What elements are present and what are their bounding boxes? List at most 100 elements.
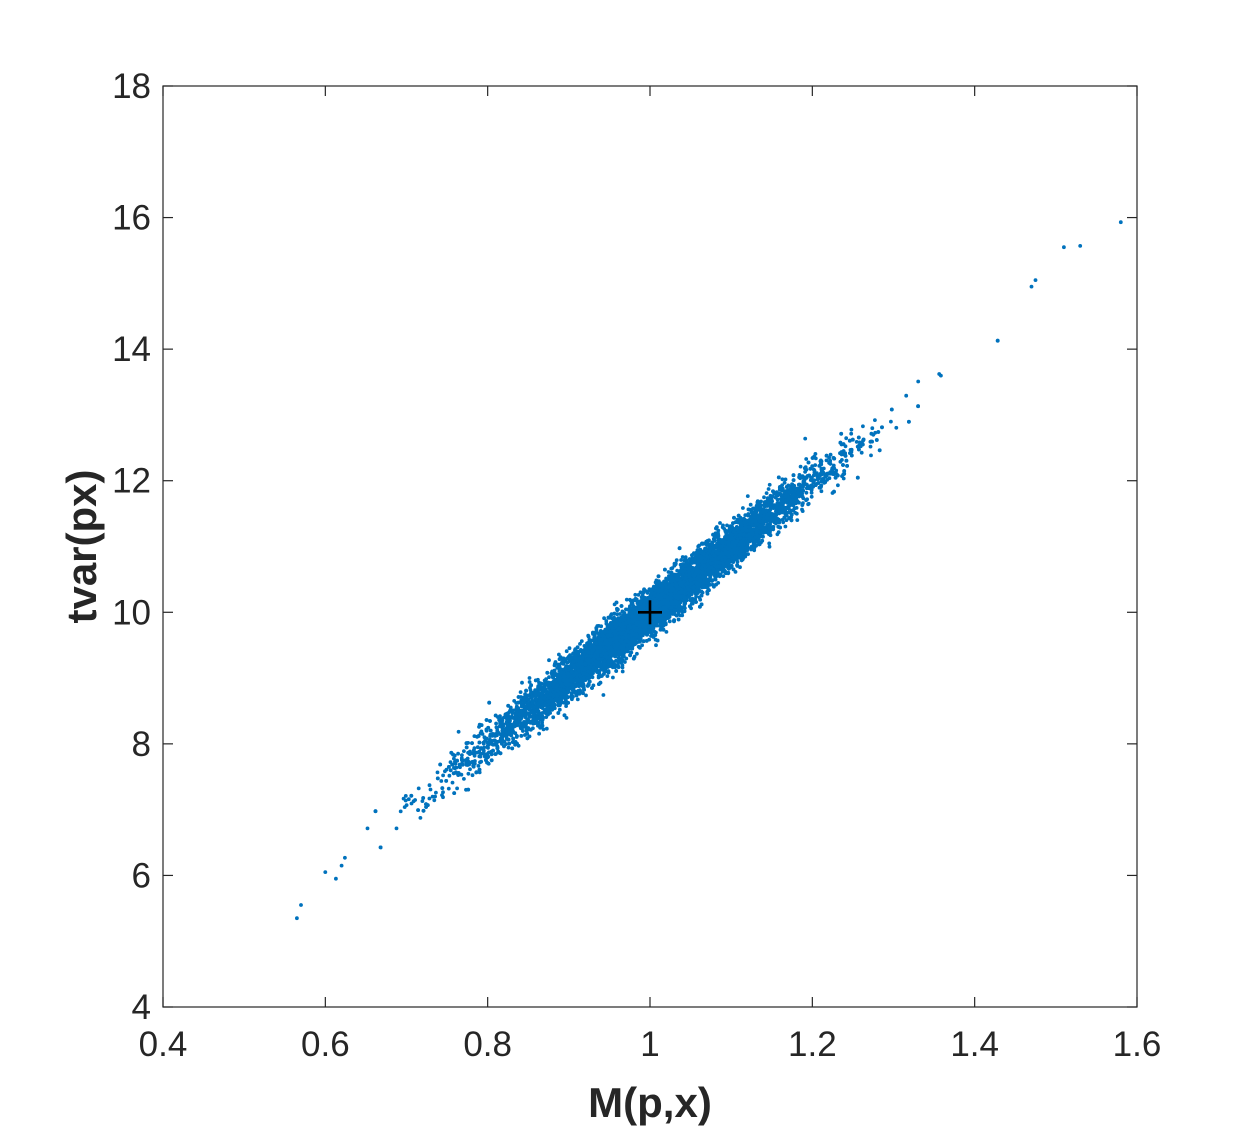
scatter-point [435, 770, 440, 775]
scatter-point [783, 524, 788, 529]
scatter-point [441, 790, 445, 795]
scatter-points [295, 220, 1123, 921]
scatter-point [450, 780, 455, 785]
scatter-point [479, 729, 484, 734]
scatter-point [418, 816, 423, 820]
scatter-point [800, 509, 805, 513]
scatter-point [618, 612, 622, 616]
scatter-point [735, 559, 740, 564]
scatter-point [547, 675, 551, 680]
scatter-point [547, 658, 551, 663]
scatter-point [518, 690, 523, 694]
scatter-point [745, 494, 750, 498]
scatter-point [777, 485, 782, 490]
scatter-point [602, 616, 606, 621]
scatter-point [403, 794, 408, 798]
scatter-point [482, 745, 486, 750]
scatter-point [447, 773, 452, 778]
scatter-point [813, 463, 818, 467]
scatter-point [462, 749, 466, 753]
scatter-point [861, 424, 865, 429]
scatter-point [849, 431, 854, 436]
scatter-point [780, 483, 784, 488]
scatter-point [564, 716, 569, 720]
scatter-point [746, 513, 751, 518]
scatter-point [557, 652, 561, 657]
scatter-point [664, 576, 668, 581]
scatter-point [579, 639, 584, 643]
scatter-point [455, 786, 459, 791]
scatter-point [466, 771, 471, 776]
scatter-point [786, 510, 791, 515]
scatter-point [557, 707, 562, 712]
scatter-point [721, 574, 726, 578]
scatter-point [705, 591, 710, 596]
scatter-point [762, 495, 766, 500]
scatter-point [640, 643, 644, 648]
scatter-point [564, 704, 568, 708]
scatter-point [819, 479, 824, 484]
scatter-point [672, 563, 677, 568]
scatter-point [434, 790, 438, 795]
scatter-point [844, 436, 849, 441]
scatter-point [680, 613, 685, 618]
scatter-point [675, 568, 680, 573]
scatter-point [869, 431, 874, 436]
scatter-point [406, 797, 411, 802]
scatter-point [484, 728, 489, 733]
scatter-point [527, 676, 532, 680]
scatter-point [824, 458, 829, 463]
scatter-point [544, 726, 549, 731]
scatter-point [804, 490, 809, 495]
scatter-point [493, 752, 498, 756]
scatter-point [494, 721, 498, 726]
scatter-point [840, 458, 844, 462]
scatter-point [809, 490, 814, 495]
scatter-point [889, 419, 893, 424]
scatter-point [654, 643, 658, 648]
scatter-point [537, 731, 541, 736]
scatter-point [904, 393, 909, 398]
scatter-point [939, 373, 943, 378]
scatter-point [828, 452, 833, 457]
scatter-point [819, 489, 824, 494]
scatter-point [741, 506, 745, 510]
scatter-point [441, 773, 445, 778]
scatter-point [468, 767, 472, 772]
scatter-point [674, 558, 679, 562]
scatter-point [477, 770, 482, 775]
scatter-point [636, 644, 641, 649]
scatter-point [849, 427, 854, 432]
scatter-point [859, 450, 864, 455]
scatter-point [611, 675, 615, 680]
scatter-point [624, 597, 629, 602]
scatter-point [809, 494, 814, 499]
scatter-point [795, 518, 800, 522]
scatter-point [567, 646, 572, 651]
scatter-point [783, 477, 788, 482]
scatter-point [798, 464, 803, 469]
scatter-point [343, 855, 347, 860]
scatter-point [615, 612, 620, 617]
scatter-point [446, 786, 451, 791]
scatter-point [432, 798, 437, 803]
scatter-point [428, 787, 433, 792]
scatter-point [416, 786, 421, 791]
scatter-point [782, 480, 787, 485]
scatter-point [664, 630, 669, 634]
scatter-point [562, 700, 567, 705]
scatter-point [527, 680, 532, 684]
scatter-point [584, 693, 588, 698]
scatter-point [439, 779, 444, 783]
scatter-point [633, 592, 638, 597]
scatter-point [624, 607, 628, 612]
scatter-point [620, 669, 625, 674]
scatter-point [800, 503, 805, 507]
scatter-point [605, 674, 610, 678]
scatter-point [718, 521, 722, 525]
scatter-point [474, 770, 479, 775]
scatter-point [578, 642, 582, 646]
scatter-point [568, 657, 573, 661]
scatter-point [710, 582, 715, 587]
